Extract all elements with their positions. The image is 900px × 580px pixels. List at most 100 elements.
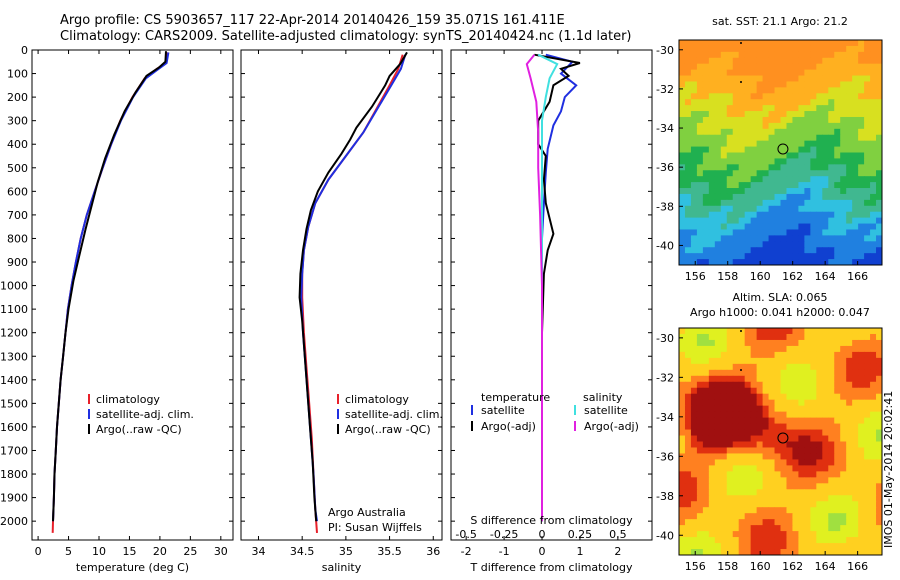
difference-legend-label: satellite [481, 404, 525, 417]
sla_map-cell [714, 375, 722, 383]
sst_map-cell [822, 253, 829, 260]
sla_map-cell [852, 357, 859, 365]
sla_map-cell [762, 328, 770, 335]
sst_map-cell [744, 116, 752, 124]
sla_map-cell [792, 471, 799, 478]
sla_map-cell [714, 423, 722, 431]
sst_map-cell [750, 182, 758, 189]
sst_map-cell [810, 182, 817, 189]
sla_map-cell [762, 459, 770, 466]
sla_map-cell [690, 387, 698, 395]
sst_map-cell [738, 152, 746, 159]
sst_map-cell [696, 241, 704, 248]
sst_map-cell [679, 140, 686, 148]
sla_map-cell [702, 429, 710, 437]
sst_map-cell [798, 128, 805, 136]
sla_map-cell [822, 333, 829, 341]
sla_map-cell [714, 531, 722, 538]
sst_map-cell [756, 40, 764, 47]
sst_map-cell [804, 170, 811, 177]
sla_map-cell [696, 477, 704, 484]
sst_map-cell [852, 81, 859, 88]
sst_map-cell [690, 217, 698, 225]
sla_map-cell [846, 459, 853, 466]
sst_map-cell [744, 253, 752, 260]
sst_map-cell [744, 75, 752, 82]
sla_map-cell [840, 345, 847, 353]
sst_map-cell [756, 81, 764, 88]
sst_map-cell [858, 259, 865, 265]
sst_map-cell [786, 158, 793, 165]
sst_map-cell [864, 45, 871, 53]
sst_map-cell [738, 51, 746, 59]
sla_map-cell [756, 453, 764, 460]
sla_map-cell [780, 375, 787, 383]
sla_map-cell [852, 399, 859, 407]
sst_map-cell [756, 217, 764, 225]
sla_map-cell [798, 423, 805, 431]
sst_map-cell [816, 146, 823, 153]
sst_map-cell [744, 223, 752, 230]
sla_map-cell [780, 453, 787, 460]
sst_map-cell [786, 176, 793, 183]
sla_map-cell [756, 543, 764, 550]
sst_map-cell [702, 235, 710, 242]
sst_map-cell [774, 253, 781, 260]
sst_map-cell [780, 158, 787, 165]
sst_map-cell [714, 51, 722, 59]
sla_map-cell [840, 328, 847, 335]
sst_map-cell [690, 170, 698, 177]
sla_map-cell [679, 537, 686, 544]
sla_map-cell [714, 495, 722, 502]
sla_map-cell [714, 501, 722, 508]
sla_map-cell [786, 387, 793, 395]
sla_map-cell [702, 333, 710, 341]
sst_map-cell [708, 247, 716, 254]
sst_map-cell [804, 111, 811, 118]
sst_map-cell [738, 122, 746, 130]
sla_map-cell [846, 333, 853, 341]
sla_map-cell [822, 357, 829, 365]
sst-map-title: sat. SST: 21.1 Argo: 21.2 [712, 15, 848, 28]
sst_map-cell [834, 99, 841, 106]
sla_map-cell [876, 483, 882, 490]
sla_map-cell [744, 339, 752, 347]
sst_map-cell [876, 176, 882, 183]
sst_map-cell [852, 134, 859, 142]
sla_map-cell [798, 399, 805, 407]
sst_map-cell [846, 182, 853, 189]
sst_map-cell [768, 188, 776, 195]
sla_map-cell [720, 531, 728, 538]
sla_map-xtick-label: 156 [685, 560, 706, 573]
sla_map-cell [810, 363, 817, 371]
sla_map-cell [726, 489, 734, 496]
sst_map-cell [828, 182, 835, 189]
sla_map-cell [726, 477, 734, 484]
sla_map-cell [834, 339, 841, 347]
sla_map-cell [726, 339, 734, 347]
sla_map-cell [774, 471, 781, 478]
sst_map-cell [810, 57, 817, 65]
sla_map-cell [870, 453, 877, 460]
sla_map-cell [792, 465, 799, 472]
sst_map-cell [679, 235, 686, 242]
sst_map-cell [774, 116, 781, 124]
sst_map-cell [780, 253, 787, 260]
sst_map-cell [702, 51, 710, 59]
sst_map-cell [762, 247, 770, 254]
sst_map-cell [792, 199, 799, 207]
sst_map-cell [684, 87, 692, 94]
sst_map-cell [726, 211, 734, 219]
sla_map-cell [684, 381, 692, 389]
sst_map-cell [679, 40, 686, 47]
sst_map-cell [810, 176, 817, 183]
sla_map-cell [679, 369, 686, 377]
sla_map-cell [852, 381, 859, 389]
sla_map-cell [798, 453, 805, 460]
sst_map-cell [780, 105, 787, 112]
sst_map-cell [696, 140, 704, 148]
sla_map-cell [810, 405, 817, 413]
sst_map-cell [804, 259, 811, 265]
sla_map-cell [810, 525, 817, 532]
sst_map-cell [870, 140, 877, 148]
